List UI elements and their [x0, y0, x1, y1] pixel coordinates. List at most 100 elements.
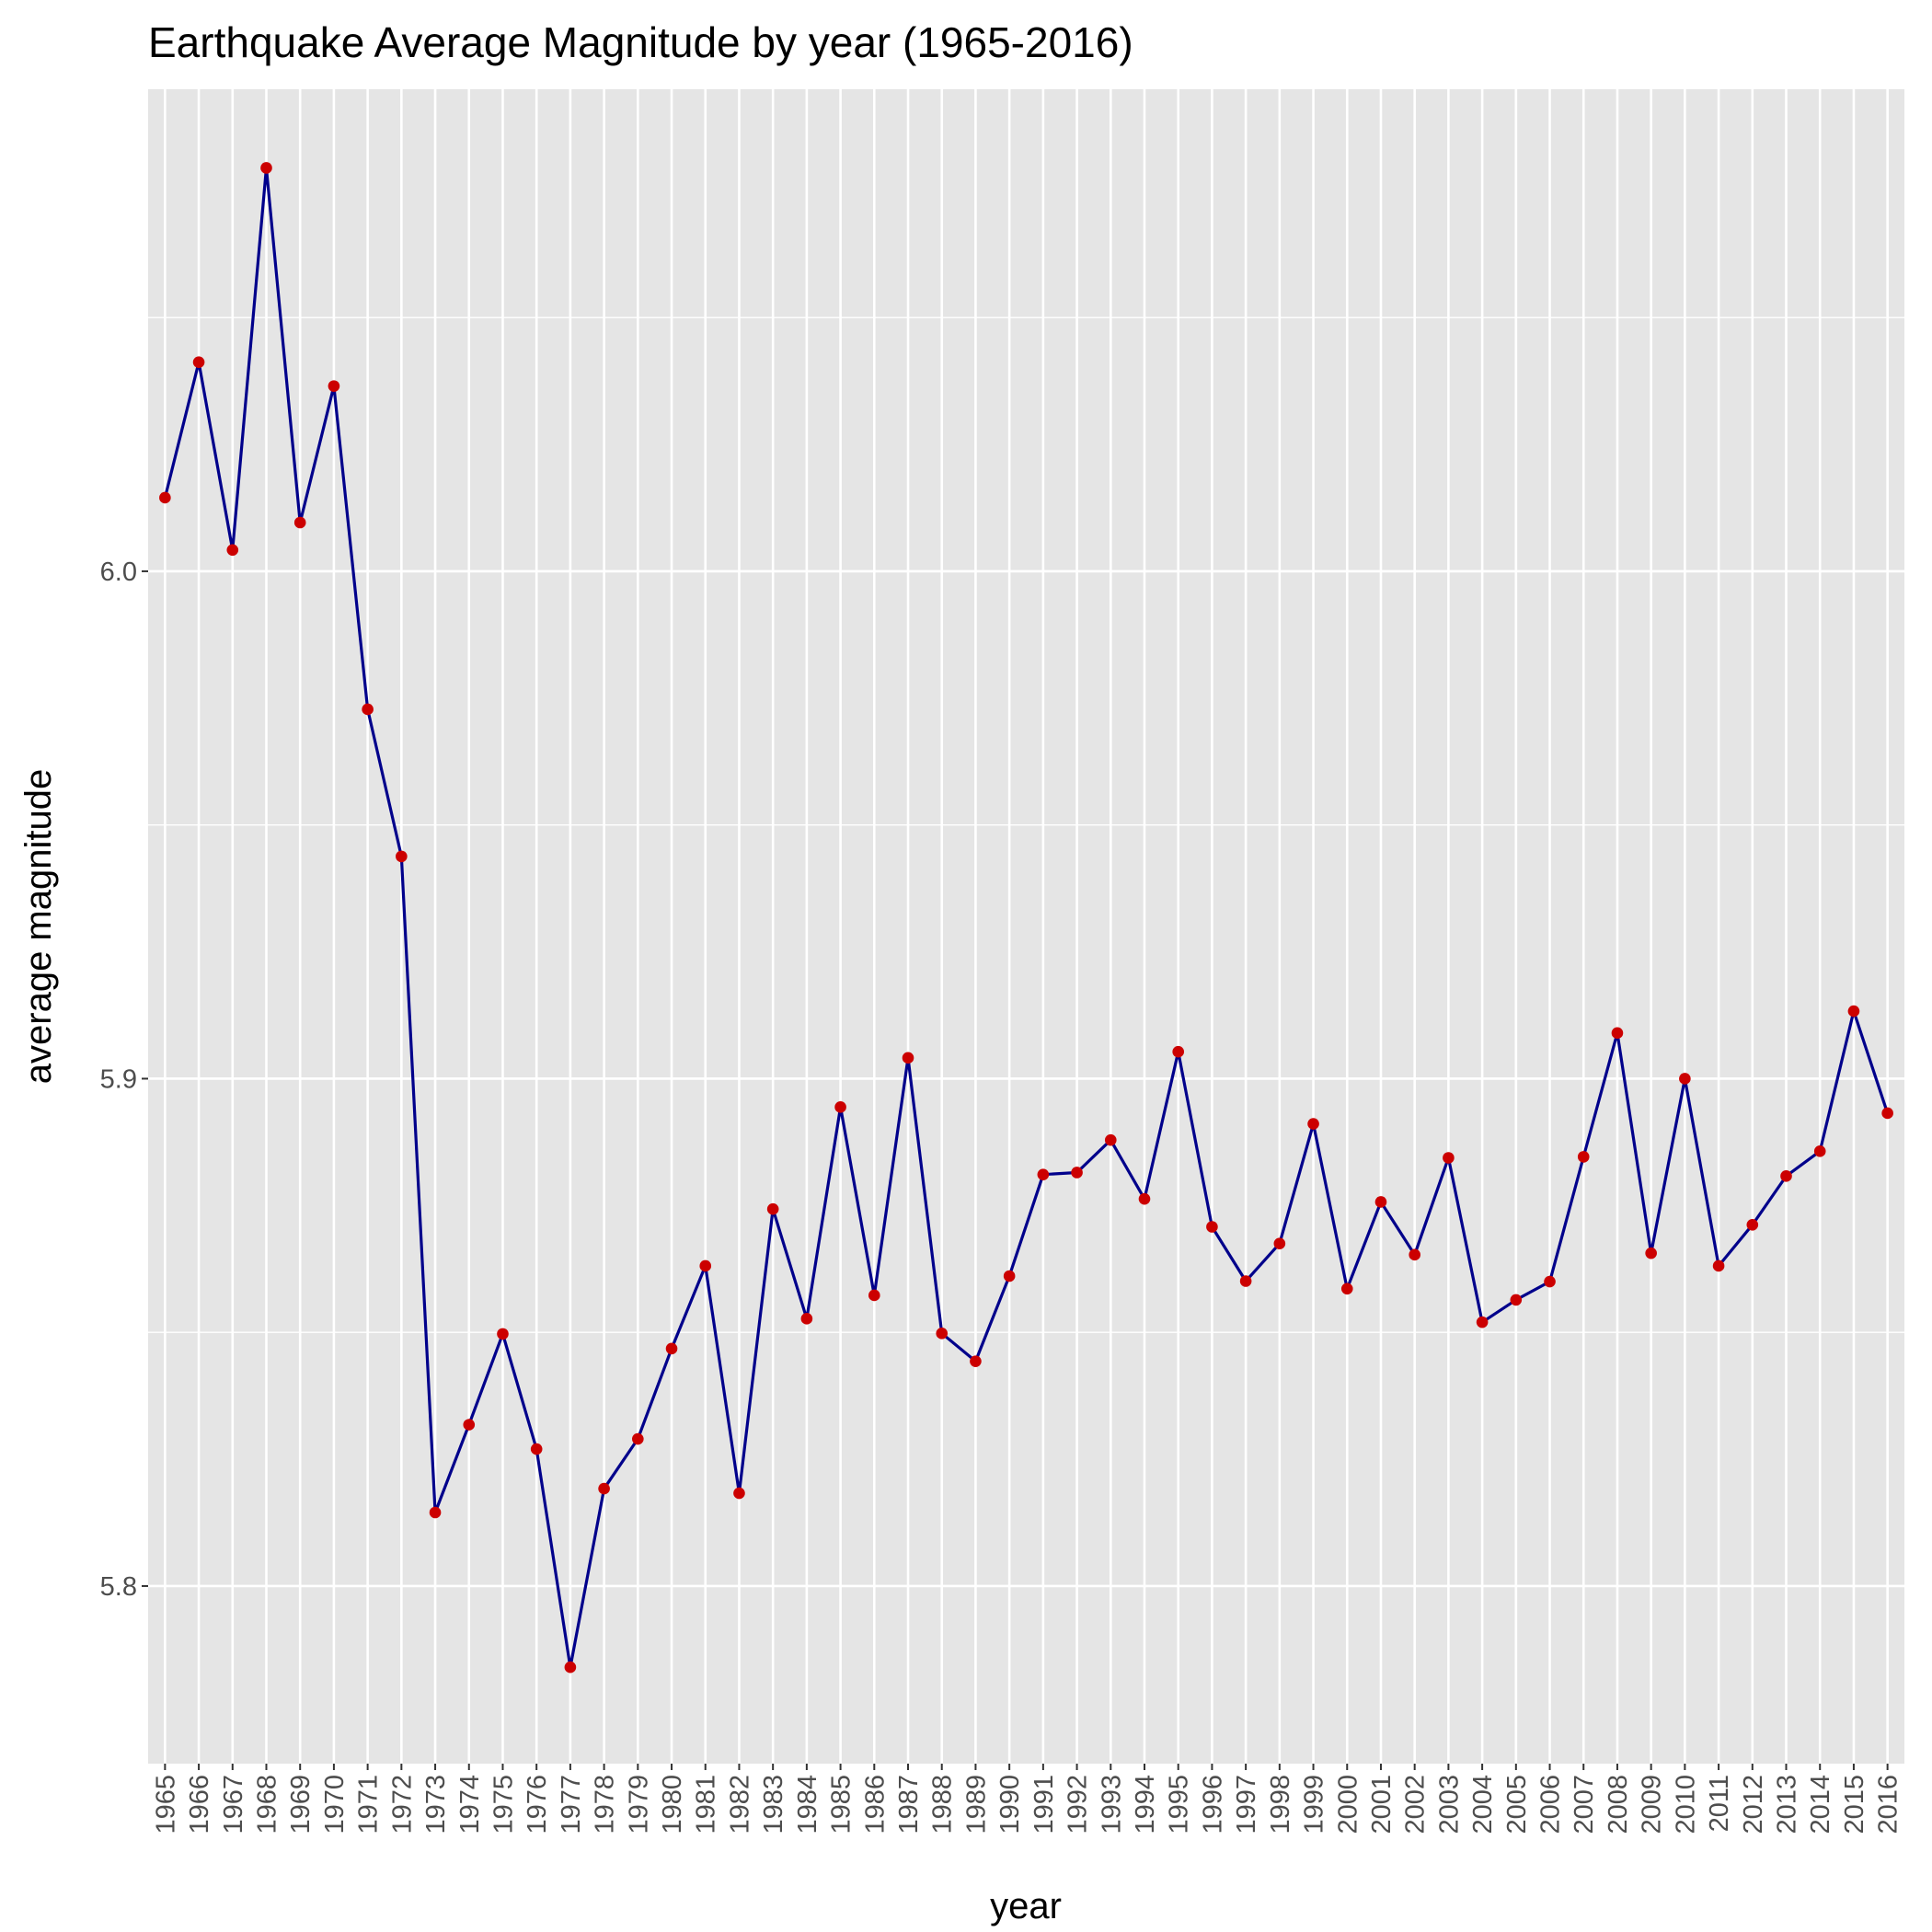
x-tick-label: 1981 — [692, 1775, 721, 1834]
x-tick-label: 1986 — [860, 1775, 890, 1834]
data-point-1989 — [970, 1355, 982, 1367]
x-tick-label: 2007 — [1570, 1775, 1599, 1834]
x-tick-label: 2015 — [1840, 1775, 1869, 1834]
data-point-1975 — [497, 1328, 509, 1340]
x-tick-label: 1968 — [252, 1775, 282, 1834]
x-tick-label: 1979 — [624, 1775, 653, 1834]
x-tick-label: 1985 — [827, 1775, 857, 1834]
data-point-1990 — [1003, 1270, 1016, 1282]
data-point-2010 — [1679, 1073, 1691, 1085]
data-point-1968 — [260, 162, 272, 174]
data-point-2011 — [1712, 1259, 1725, 1272]
data-point-2007 — [1577, 1151, 1590, 1163]
data-point-1979 — [632, 1432, 644, 1445]
data-point-2012 — [1746, 1218, 1759, 1231]
data-point-1985 — [834, 1101, 846, 1113]
data-point-1982 — [733, 1487, 745, 1500]
x-axis-title: year — [990, 1886, 1062, 1926]
plot-panel — [148, 89, 1904, 1764]
data-point-2009 — [1645, 1247, 1657, 1259]
x-tick-label: 1988 — [928, 1775, 958, 1834]
x-axis: 1965 1966 1967 1968 1969 1970 1971 1972 1973 1974… — [151, 1764, 1903, 1834]
data-point-1999 — [1307, 1118, 1319, 1130]
data-point-1970 — [328, 380, 340, 392]
data-point-1983 — [766, 1202, 779, 1215]
x-tick-label: 1969 — [286, 1775, 316, 1834]
data-point-1971 — [362, 703, 374, 716]
x-tick-label: 2009 — [1638, 1775, 1667, 1834]
x-tick-label: 1977 — [557, 1775, 586, 1834]
x-tick-label: 1983 — [759, 1775, 788, 1834]
data-point-2005 — [1510, 1294, 1523, 1306]
data-point-2003 — [1443, 1152, 1455, 1164]
data-point-2014 — [1813, 1145, 1826, 1157]
data-point-1978 — [598, 1482, 610, 1495]
x-tick-label: 1976 — [523, 1775, 552, 1834]
data-point-1993 — [1104, 1133, 1117, 1146]
x-tick-label: 1982 — [725, 1775, 754, 1834]
data-point-2015 — [1847, 1005, 1860, 1018]
major-gridlines — [148, 89, 1904, 1764]
x-tick-label: 1993 — [1097, 1775, 1126, 1834]
data-point-2000 — [1340, 1282, 1353, 1295]
data-point-2008 — [1611, 1027, 1624, 1040]
data-point-2001 — [1374, 1196, 1387, 1208]
data-point-1984 — [800, 1313, 813, 1325]
x-tick-label: 1970 — [320, 1775, 350, 1834]
data-point-2013 — [1780, 1170, 1792, 1182]
x-tick-label: 1971 — [354, 1775, 384, 1834]
y-axis-title: average magnitude — [18, 769, 59, 1084]
data-point-1977 — [564, 1661, 577, 1673]
data-point-2002 — [1409, 1248, 1420, 1261]
data-point-1988 — [936, 1328, 949, 1340]
x-tick-label: 1996 — [1198, 1775, 1227, 1834]
y-axis: 5.8 5.9 6.0 — [100, 558, 148, 1602]
x-tick-label: 2004 — [1468, 1775, 1498, 1834]
data-point-2006 — [1544, 1275, 1556, 1288]
data-point-1996 — [1206, 1221, 1218, 1233]
x-tick-label: 2012 — [1739, 1775, 1768, 1834]
x-tick-label: 2014 — [1806, 1775, 1835, 1834]
data-point-1997 — [1239, 1275, 1252, 1287]
y-tick-label: 5.8 — [100, 1572, 137, 1602]
data-point-1973 — [429, 1506, 442, 1519]
x-tick-label: 1965 — [151, 1775, 180, 1834]
x-tick-label: 2010 — [1671, 1775, 1700, 1834]
x-tick-label: 1998 — [1266, 1775, 1295, 1834]
data-points — [159, 162, 1893, 1673]
x-tick-label: 1980 — [658, 1775, 687, 1834]
x-tick-label: 1978 — [591, 1775, 620, 1834]
series-line — [163, 166, 1890, 1669]
x-tick-label: 2002 — [1401, 1775, 1431, 1834]
x-tick-label: 1991 — [1029, 1775, 1059, 1834]
data-point-1995 — [1172, 1045, 1185, 1058]
data-point-1965 — [159, 491, 171, 504]
minor-gridlines — [148, 316, 1904, 1333]
data-point-2016 — [1881, 1107, 1893, 1120]
x-tick-label: 1999 — [1300, 1775, 1329, 1834]
data-point-1967 — [226, 544, 239, 557]
x-tick-label: 1995 — [1165, 1775, 1194, 1834]
x-tick-label: 2005 — [1502, 1775, 1532, 1834]
data-point-1998 — [1273, 1237, 1286, 1249]
data-point-1966 — [192, 356, 205, 369]
data-point-1974 — [463, 1419, 476, 1431]
x-tick-label: 2000 — [1333, 1775, 1363, 1834]
x-tick-label: 1992 — [1064, 1775, 1093, 1834]
x-tick-label: 1997 — [1232, 1775, 1261, 1834]
chart-title: Earthquake Average Magnitude by year (19… — [148, 18, 1133, 66]
data-point-1972 — [396, 850, 408, 863]
x-tick-label: 1990 — [995, 1775, 1025, 1834]
x-tick-label: 2011 — [1705, 1775, 1734, 1832]
x-tick-label: 1989 — [961, 1775, 991, 1834]
x-tick-label: 2003 — [1434, 1775, 1464, 1834]
x-tick-label: 1974 — [455, 1775, 485, 1834]
data-point-1980 — [665, 1342, 678, 1355]
y-tick-label: 5.9 — [100, 1064, 137, 1094]
data-point-1969 — [293, 516, 306, 529]
data-point-1994 — [1138, 1192, 1151, 1205]
x-tick-label: 1967 — [219, 1775, 248, 1834]
x-tick-label: 2008 — [1604, 1775, 1633, 1834]
x-tick-label: 1987 — [894, 1775, 924, 1834]
x-tick-label: 2006 — [1536, 1775, 1566, 1834]
